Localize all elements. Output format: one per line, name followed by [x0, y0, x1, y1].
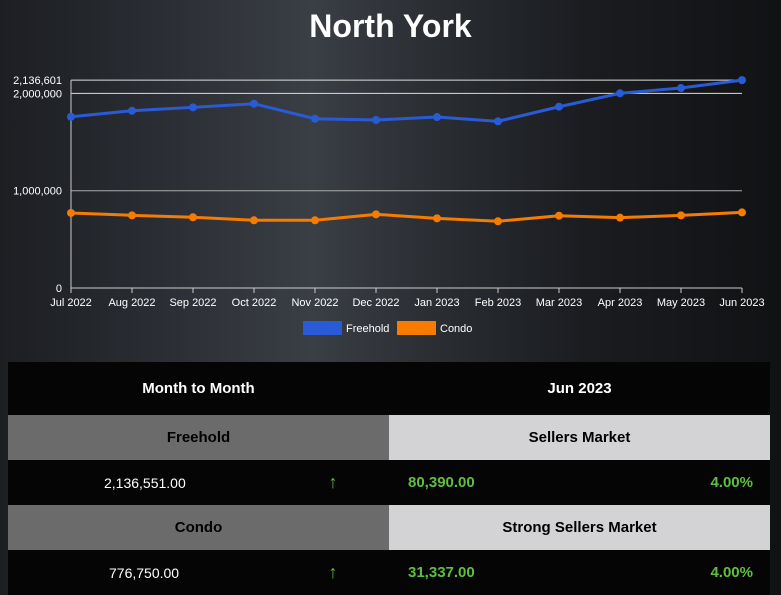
condo-legend-swatch — [397, 321, 436, 335]
freehold-change: 80,390.00 — [408, 474, 475, 491]
freehold-point — [555, 102, 563, 111]
freehold-percent: 4.00% — [710, 474, 753, 491]
condo-percent: 4.00% — [710, 564, 753, 581]
x-tick-label: Nov 2022 — [291, 297, 338, 309]
freehold-label-row: Freehold Sellers Market — [8, 415, 770, 460]
freehold-price: 2,136,551.00 — [104, 474, 186, 491]
freehold-type: Freehold — [8, 415, 389, 460]
freehold-point — [616, 89, 624, 98]
condo-legend-label: Condo — [440, 323, 472, 335]
arrow-up-icon: ↑ — [328, 472, 338, 492]
freehold-point — [677, 84, 685, 93]
freehold-point — [189, 103, 197, 112]
header-period: Jun 2023 — [547, 380, 612, 397]
y-tick-label: 1,000,000 — [13, 186, 62, 198]
x-tick-label: Feb 2023 — [475, 297, 521, 309]
condo-point — [738, 208, 746, 217]
freehold-point — [372, 115, 380, 124]
condo-price: 776,750.00 — [109, 564, 180, 581]
freehold-point — [250, 99, 258, 108]
freehold-line — [70, 78, 743, 123]
condo-point — [372, 210, 380, 219]
condo-line — [70, 210, 743, 223]
condo-point — [555, 211, 563, 220]
condo-change: 31,337.00 — [408, 564, 475, 581]
y-tick-label: 2,136,601 — [13, 75, 62, 87]
freehold-market: Sellers Market — [389, 415, 770, 460]
summary-table: Month to Month Jun 2023 Freehold Sellers… — [8, 362, 770, 595]
page-title: North York — [309, 8, 472, 44]
table-header: Month to Month Jun 2023 — [8, 362, 770, 415]
x-tick-label: Oct 2022 — [232, 297, 277, 309]
freehold-point — [433, 113, 441, 122]
x-tick-label: Jun 2023 — [719, 297, 764, 309]
x-tick-label: Jan 2023 — [414, 297, 459, 309]
condo-point — [250, 216, 258, 225]
x-tick-label: Apr 2023 — [598, 297, 643, 309]
condo-point — [128, 211, 136, 220]
x-tick-label: Dec 2022 — [352, 297, 399, 309]
condo-point — [494, 217, 502, 226]
condo-point — [677, 211, 685, 220]
y-tick-label: 0 — [56, 283, 62, 295]
condo-label-row: Condo Strong Sellers Market — [8, 505, 770, 550]
condo-point — [67, 208, 75, 217]
x-tick-label: Sep 2022 — [169, 297, 216, 309]
condo-point — [433, 214, 441, 223]
freehold-point — [128, 106, 136, 115]
freehold-point — [67, 112, 75, 121]
freehold-legend-swatch — [303, 321, 342, 335]
condo-point — [616, 213, 624, 222]
arrow-up-icon: ↑ — [328, 562, 338, 582]
x-tick-label: Jul 2022 — [50, 297, 92, 309]
condo-point — [189, 213, 197, 222]
condo-market: Strong Sellers Market — [389, 505, 770, 550]
y-tick-label: 2,000,000 — [13, 88, 62, 100]
x-tick-label: Aug 2022 — [108, 297, 155, 309]
condo-type: Condo — [8, 505, 389, 550]
freehold-data-row: 2,136,551.00 ↑ 80,390.00 4.00% — [8, 460, 770, 505]
condo-point — [311, 216, 319, 225]
freehold-legend-label: Freehold — [346, 323, 389, 335]
freehold-point — [311, 114, 319, 123]
freehold-point — [494, 117, 502, 126]
x-tick-label: May 2023 — [657, 297, 705, 309]
condo-data-row: 776,750.00 ↑ 31,337.00 4.00% — [8, 550, 770, 595]
x-tick-label: Mar 2023 — [536, 297, 582, 309]
freehold-point — [738, 76, 746, 85]
header-month-to-month: Month to Month — [142, 380, 255, 397]
